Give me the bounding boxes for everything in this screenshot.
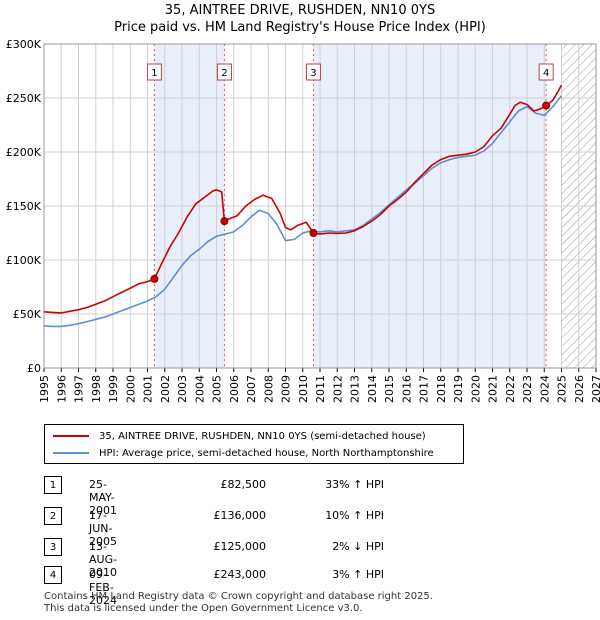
x-tick-label: 2012 [331,375,344,403]
x-tick-label: 2013 [349,375,362,403]
y-tick-label: £300K [6,38,42,51]
transaction-label-box [305,63,321,81]
legend-label-hpi: HPI: Average price, semi-detached house,… [99,447,434,459]
transaction-point [309,229,318,237]
transaction-hpi: 10% ↑ HPI [325,509,384,522]
x-tick-label: 1998 [90,375,103,403]
transaction-label-box [216,63,232,81]
transaction-number: 3 [44,538,62,556]
x-tick-label: 2027 [590,375,600,403]
x-tick-label: 2000 [124,375,137,403]
legend-swatch-price [53,435,89,437]
x-tick-label: 2005 [211,375,224,403]
x-tick-label: 2002 [159,375,172,403]
chart-legend: 35, AINTREE DRIVE, RUSHDEN, NN10 0YS (se… [44,424,464,464]
x-tick-label: 2017 [418,375,431,403]
y-tick-label: £100K [6,254,42,267]
x-tick-label: 2025 [556,375,569,403]
transaction-label: 2 [221,68,227,79]
x-tick-label: 2006 [228,375,241,403]
x-tick-label: 2021 [487,375,500,403]
x-tick-label: 1995 [38,375,51,403]
legend-label-price: 35, AINTREE DRIVE, RUSHDEN, NN10 0YS (se… [99,430,426,442]
transaction-label: 1 [151,68,157,79]
transaction-label-box [146,63,162,81]
x-tick-label: 2015 [383,375,396,403]
x-tick-label: 2020 [469,375,482,403]
x-tick-label: 2009 [280,375,293,403]
transaction-number: 1 [44,476,62,494]
x-tick-label: 1996 [55,375,68,403]
x-tick-label: 2019 [452,375,465,403]
y-tick-label: £50K [13,308,42,321]
x-tick-label: 2018 [435,375,448,403]
x-tick-label: 2008 [262,375,275,403]
transaction-point [150,274,159,283]
x-tick-label: 2010 [297,375,310,403]
x-tick-label: 2026 [573,375,586,403]
footer-licence: This data is licensed under the Open Gov… [44,603,363,614]
chart-subtitle: Price paid vs. HM Land Registry's House … [114,20,486,35]
transaction-date: 09-FEB-2024 [89,568,117,607]
transaction-date: 17-JUN-2005 [89,509,117,548]
y-tick-label: £0 [27,362,41,375]
y-tick-label: £250K [6,92,42,105]
legend-item-price: 35, AINTREE DRIVE, RUSHDEN, NN10 0YS (se… [53,428,426,444]
transaction-number: 2 [44,507,62,525]
hpi-line [44,95,563,328]
x-tick-label: 2004 [193,375,206,403]
plot-frame [43,43,597,369]
chart-title: 35, AINTREE DRIVE, RUSHDEN, NN10 0YS [164,3,436,18]
x-tick-label: 2003 [176,375,189,403]
x-tick-label: 1999 [107,375,120,403]
x-tick-label: 2023 [521,375,534,403]
x-tick-label: 2001 [142,375,155,403]
y-tick-label: £150K [6,200,42,213]
x-tick-label: 1997 [73,375,86,403]
price-paid-line [44,84,563,314]
transaction-hpi: 33% ↑ HPI [325,478,384,491]
x-tick-label: 2022 [504,375,517,403]
transaction-price: £243,000 [213,568,267,581]
transaction-price: £82,500 [220,478,267,491]
transaction-date: 13-AUG-2010 [89,540,118,579]
legend-item-hpi: HPI: Average price, semi-detached house,… [53,445,434,461]
legend-swatch-hpi [53,452,89,454]
transaction-point [542,101,551,110]
transaction-price: £125,000 [213,540,267,553]
transaction-label: 4 [543,68,549,79]
transaction-point [220,217,229,226]
x-tick-label: 2014 [366,375,379,403]
transaction-hpi: 2% ↓ HPI [332,540,384,553]
y-tick-label: £200K [6,146,42,159]
x-tick-label: 2024 [538,375,551,403]
transaction-date: 25-MAY-2001 [89,478,117,517]
price-chart: £0 £50K £100K £150K £200K £250K £300K 1995 1996 1… [6,38,600,403]
transaction-hpi: 3% ↑ HPI [332,568,384,581]
footer-copyright: Contains HM Land Registry data © Crown c… [44,591,433,602]
series-group [44,84,563,328]
x-tick-label: 2011 [314,375,327,403]
transaction-price: £136,000 [213,509,267,522]
x-tick-label: 2007 [245,375,258,403]
transaction-label: 3 [310,68,316,79]
x-tick-label: 2016 [400,375,413,403]
transaction-number: 4 [44,566,62,584]
transaction-label-box [538,63,554,81]
